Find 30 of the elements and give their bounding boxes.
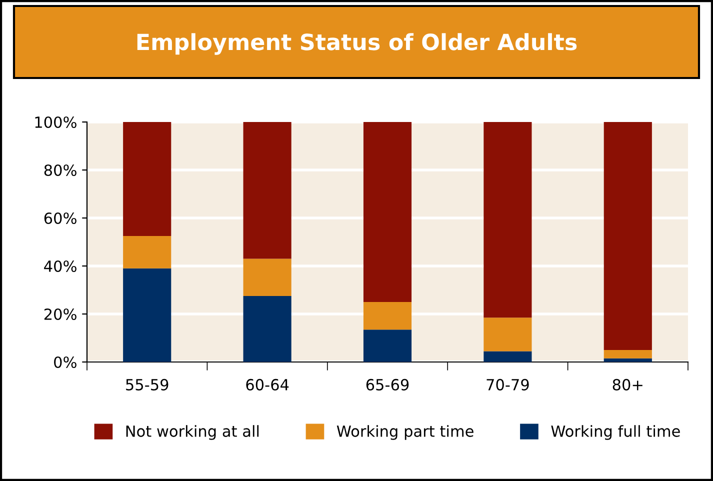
bar	[243, 122, 292, 259]
bar	[243, 296, 292, 362]
x-tick-label: 65-69	[366, 378, 409, 390]
bar	[123, 236, 172, 268]
y-tick-label: 0%	[54, 356, 76, 368]
y-tick-label: 20%	[44, 308, 76, 320]
chart-title: Employment Status of Older Adults	[137, 33, 577, 55]
y-tick-label: 100%	[35, 116, 76, 128]
bar	[363, 330, 412, 362]
bar	[363, 302, 412, 330]
legend-label: Working full time	[551, 425, 680, 440]
bar	[123, 122, 172, 236]
x-tick-label: 70-79	[486, 378, 529, 390]
bar	[484, 122, 532, 318]
bar	[243, 258, 292, 296]
bar	[123, 268, 172, 362]
bar	[363, 122, 412, 302]
bar	[604, 358, 652, 362]
x-tick-label: 60-64	[246, 378, 289, 390]
y-tick-label: 60%	[44, 212, 76, 224]
legend-label: Not working at all	[126, 425, 259, 440]
bar	[604, 350, 652, 358]
bar	[484, 318, 532, 352]
x-tick-label: 55-59	[126, 378, 168, 390]
x-tick-label: 80+	[612, 378, 642, 390]
bar	[604, 122, 652, 350]
y-tick-label: 40%	[44, 260, 76, 272]
legend-label: Working part time	[336, 425, 474, 440]
y-tick-label: 80%	[44, 164, 76, 176]
bar	[484, 351, 532, 362]
